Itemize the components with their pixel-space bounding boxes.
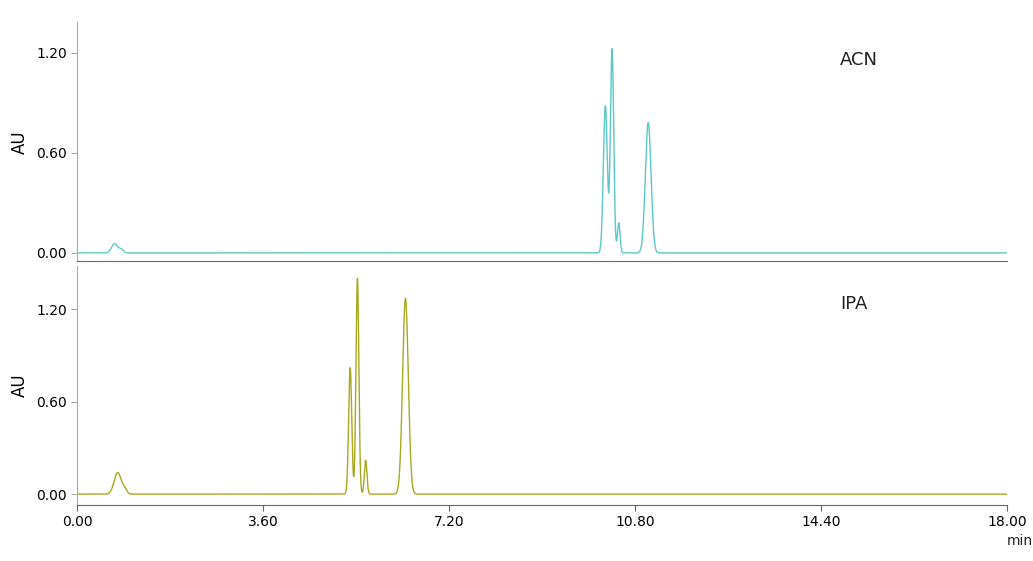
Y-axis label: AU: AU [11, 130, 29, 154]
Y-axis label: AU: AU [11, 374, 29, 397]
Text: IPA: IPA [840, 295, 868, 312]
Text: ACN: ACN [840, 51, 878, 69]
Text: min: min [1007, 534, 1033, 548]
